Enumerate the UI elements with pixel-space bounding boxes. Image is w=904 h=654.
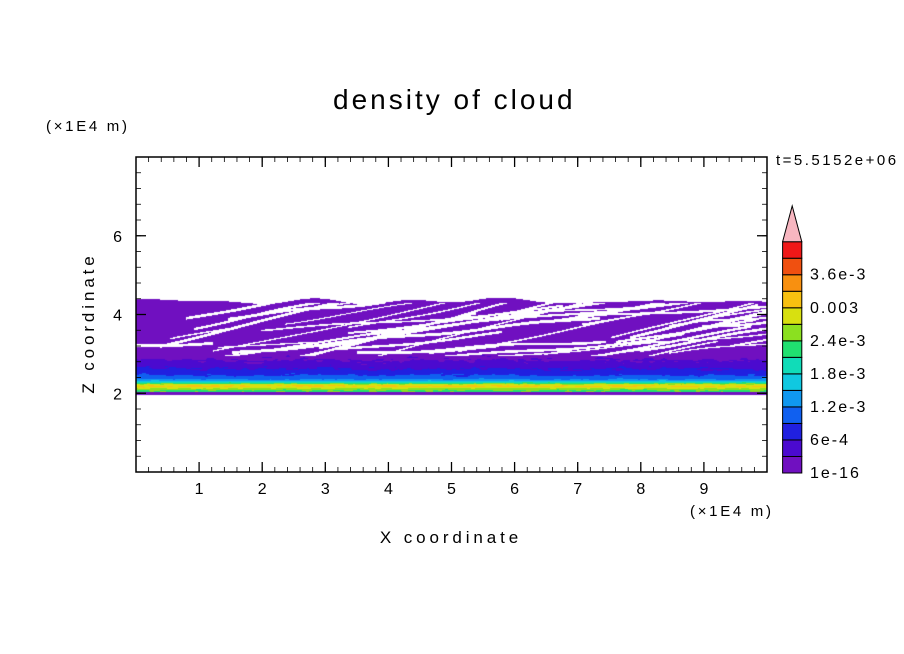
svg-text:3.6e-3: 3.6e-3 bbox=[810, 267, 867, 284]
svg-text:0.003: 0.003 bbox=[810, 300, 860, 317]
svg-text:1.8e-3: 1.8e-3 bbox=[810, 366, 867, 383]
svg-text:7: 7 bbox=[573, 481, 582, 498]
svg-text:6: 6 bbox=[510, 481, 519, 498]
svg-text:3: 3 bbox=[321, 481, 330, 498]
svg-text:1e-16: 1e-16 bbox=[810, 465, 861, 482]
svg-text:2.4e-3: 2.4e-3 bbox=[810, 333, 867, 350]
svg-text:4: 4 bbox=[113, 308, 122, 325]
svg-text:2: 2 bbox=[113, 386, 122, 403]
svg-text:5: 5 bbox=[447, 481, 456, 498]
svg-text:4: 4 bbox=[384, 481, 393, 498]
svg-text:6e-4: 6e-4 bbox=[810, 432, 850, 449]
svg-text:1.2e-3: 1.2e-3 bbox=[810, 399, 867, 416]
svg-text:9: 9 bbox=[699, 481, 708, 498]
svg-text:2: 2 bbox=[258, 481, 267, 498]
svg-text:6: 6 bbox=[113, 229, 122, 246]
svg-text:1: 1 bbox=[195, 481, 204, 498]
svg-text:8: 8 bbox=[636, 481, 645, 498]
